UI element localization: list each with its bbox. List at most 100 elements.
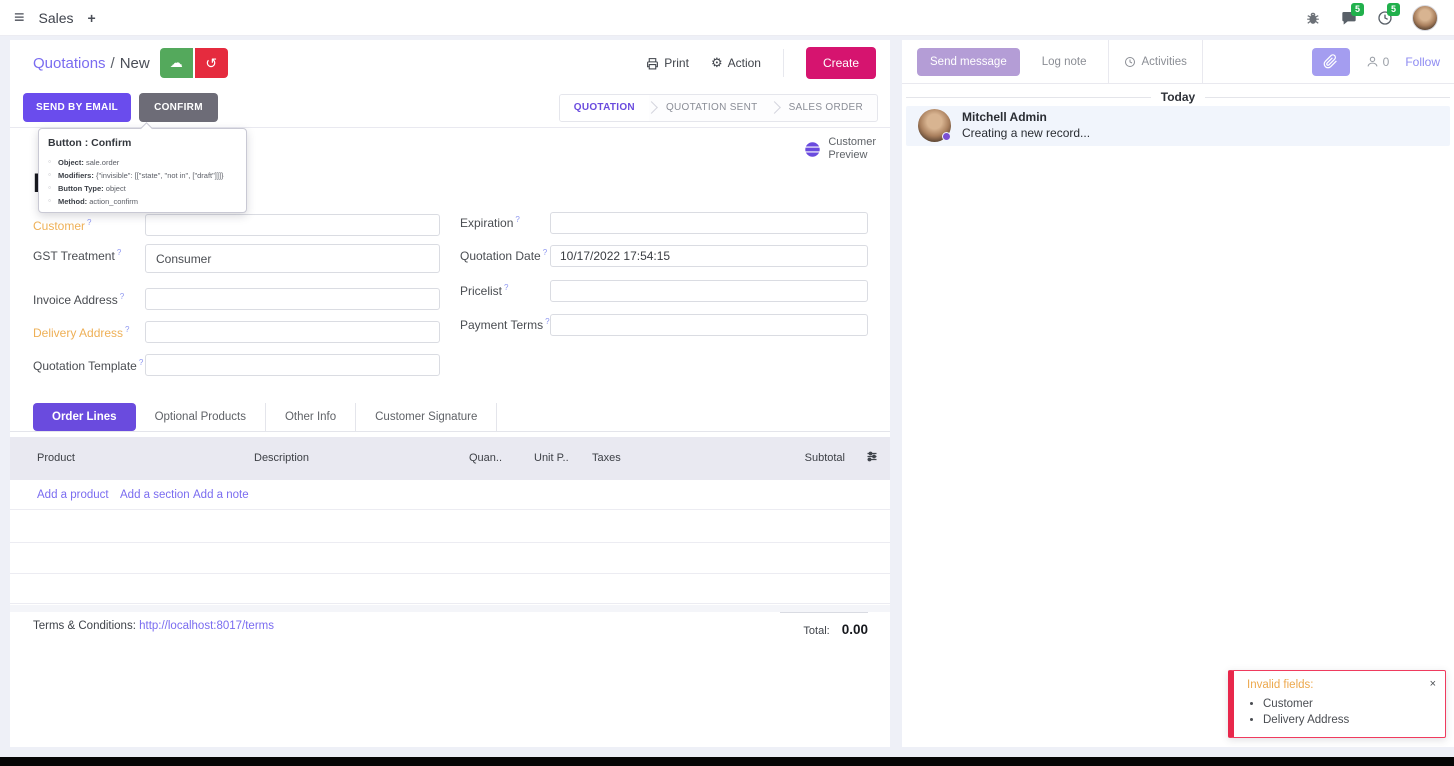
- field-help-icon[interactable]: ?: [138, 358, 144, 367]
- field-help-icon[interactable]: ?: [87, 218, 92, 227]
- optional-columns-icon[interactable]: [866, 450, 878, 466]
- create-button[interactable]: Create: [805, 47, 876, 79]
- tooltip-item: Object: sale.order: [48, 156, 237, 169]
- add-a-section-link[interactable]: Add a section: [120, 489, 190, 501]
- add-a-product-link[interactable]: Add a product: [37, 489, 109, 501]
- message-author: Mitchell Admin: [962, 110, 1047, 124]
- gst-treatment-select[interactable]: Consumer: [145, 244, 440, 273]
- col-unit-price[interactable]: Unit P..: [534, 452, 569, 464]
- field-help-icon[interactable]: ?: [504, 283, 509, 292]
- field-help-icon[interactable]: ?: [542, 248, 548, 257]
- field-help-icon[interactable]: ?: [116, 248, 122, 257]
- total-box: Total: 0.00: [780, 612, 868, 637]
- field-help-icon[interactable]: ?: [125, 325, 130, 334]
- payment-terms-input[interactable]: [550, 314, 868, 336]
- followers-counter[interactable]: 0: [1366, 54, 1390, 69]
- terms-label: Terms & Conditions:: [33, 620, 136, 632]
- send-by-email-button[interactable]: SEND BY EMAIL: [23, 93, 132, 122]
- invalid-field-item: Delivery Address: [1263, 712, 1435, 728]
- activities-clock-icon[interactable]: 5: [1376, 2, 1401, 27]
- app-name[interactable]: Sales: [38, 9, 74, 26]
- toast-title: Invalid fields:: [1247, 679, 1314, 691]
- col-quantity[interactable]: Quan..: [469, 452, 503, 464]
- new-tab-button[interactable]: +: [87, 9, 96, 26]
- quotation-template-input[interactable]: [145, 354, 440, 376]
- empty-row-separator: [10, 573, 890, 574]
- field-help-icon[interactable]: ?: [119, 292, 125, 301]
- follower-count: 0: [1382, 54, 1390, 69]
- tab-optional-products[interactable]: Optional Products: [136, 403, 266, 431]
- debug-bug-icon[interactable]: [1304, 9, 1322, 27]
- invoice-address-input[interactable]: [145, 288, 440, 310]
- invalid-fields-toast: Invalid fields: × Customer Delivery Addr…: [1228, 670, 1446, 738]
- tab-other-info[interactable]: Other Info: [266, 403, 357, 431]
- confirm-button[interactable]: CONFIRM: [139, 93, 218, 122]
- printer-icon: [647, 57, 659, 69]
- send-message-button[interactable]: Send message: [917, 47, 1020, 76]
- customer-input[interactable]: [145, 214, 440, 236]
- breadcrumb-current: New: [119, 54, 150, 72]
- action-menu[interactable]: ⚙ Action: [711, 55, 761, 71]
- bottom-black-bar: [0, 757, 1454, 766]
- gst-treatment-label: GST Treatment?: [33, 248, 122, 263]
- chatter-toolbar: Send message Log note Activities 0 Follo…: [902, 40, 1454, 84]
- quotation-template-label: Quotation Template?: [33, 358, 144, 373]
- terms-link[interactable]: http://localhost:8017/terms: [139, 620, 274, 632]
- stage-pipeline: QUOTATION QUOTATION SENT SALES ORDER: [558, 93, 878, 122]
- stage-quotation-sent[interactable]: QUOTATION SENT: [665, 102, 758, 113]
- tooltip-item: Modifiers: {"invisible": [["state", "not…: [48, 169, 237, 182]
- pricelist-label: Pricelist?: [460, 283, 509, 298]
- schedule-activity-button[interactable]: Activities: [1124, 56, 1187, 68]
- col-taxes[interactable]: Taxes: [592, 452, 621, 464]
- customer-label: Customer?: [33, 218, 92, 233]
- save-button[interactable]: ☁: [159, 48, 193, 78]
- divider: [782, 49, 784, 77]
- print-menu[interactable]: Print: [646, 56, 689, 70]
- breadcrumb-separator: /: [110, 54, 115, 72]
- log-note-button[interactable]: Log note: [1041, 55, 1087, 68]
- today-label: Today: [1160, 90, 1196, 104]
- activities-badge: 5: [1387, 2, 1401, 16]
- expiration-input[interactable]: [550, 212, 868, 234]
- top-navbar: ≡ Sales + 5 5: [0, 0, 1454, 36]
- attach-files-button[interactable]: [1311, 47, 1350, 76]
- field-help-icon[interactable]: ?: [515, 215, 520, 224]
- col-product[interactable]: Product: [37, 452, 75, 464]
- col-description[interactable]: Description: [254, 452, 310, 464]
- tab-customer-signature[interactable]: Customer Signature: [356, 403, 498, 431]
- user-avatar[interactable]: [1412, 4, 1438, 31]
- delivery-address-input[interactable]: [145, 321, 440, 343]
- messages-badge: 5: [1351, 2, 1365, 16]
- pricelist-input[interactable]: [550, 280, 868, 302]
- chatter-panel: Send message Log note Activities 0 Follo…: [902, 40, 1454, 747]
- quotation-date-input[interactable]: [550, 245, 868, 267]
- tab-order-lines[interactable]: Order Lines: [33, 403, 136, 431]
- stage-quotation[interactable]: QUOTATION: [559, 94, 649, 121]
- customer-preview-button[interactable]: Customer Preview: [804, 136, 876, 162]
- close-icon[interactable]: ×: [1429, 678, 1436, 690]
- follow-button[interactable]: Follow: [1405, 54, 1440, 69]
- chatter-message[interactable]: Mitchell Admin Creating a new record...: [906, 106, 1450, 146]
- add-a-note-link[interactable]: Add a note: [193, 489, 249, 501]
- invalid-fields-list: Customer Delivery Address: [1247, 696, 1435, 728]
- invalid-field-item: Customer: [1263, 696, 1435, 712]
- discard-button[interactable]: ↺: [194, 48, 228, 78]
- invoice-address-label: Invoice Address?: [33, 292, 125, 307]
- tooltip-detail-list: Object: sale.order Modifiers: {"invisibl…: [48, 156, 237, 208]
- table-footer-strip: [10, 605, 890, 612]
- terms-and-conditions: Terms & Conditions: http://localhost:801…: [33, 620, 274, 632]
- messages-icon[interactable]: 5: [1340, 2, 1365, 27]
- divider: [1108, 40, 1110, 83]
- expiration-label: Expiration?: [460, 215, 520, 230]
- breadcrumb: Quotations / New: [33, 55, 150, 72]
- breadcrumb-quotations-link[interactable]: Quotations: [33, 54, 106, 72]
- total-value: 0.00: [841, 622, 868, 637]
- paperclip-icon: [1323, 54, 1337, 69]
- form-statusbar: SEND BY EMAIL CONFIRM QUOTATION QUOTATIO…: [10, 88, 890, 128]
- app-menu-icon[interactable]: ≡: [14, 7, 25, 27]
- col-subtotal[interactable]: Subtotal: [804, 452, 845, 464]
- undo-icon: ↺: [205, 54, 218, 71]
- field-help-icon[interactable]: ?: [545, 317, 550, 326]
- stage-sales-order[interactable]: SALES ORDER: [788, 102, 863, 113]
